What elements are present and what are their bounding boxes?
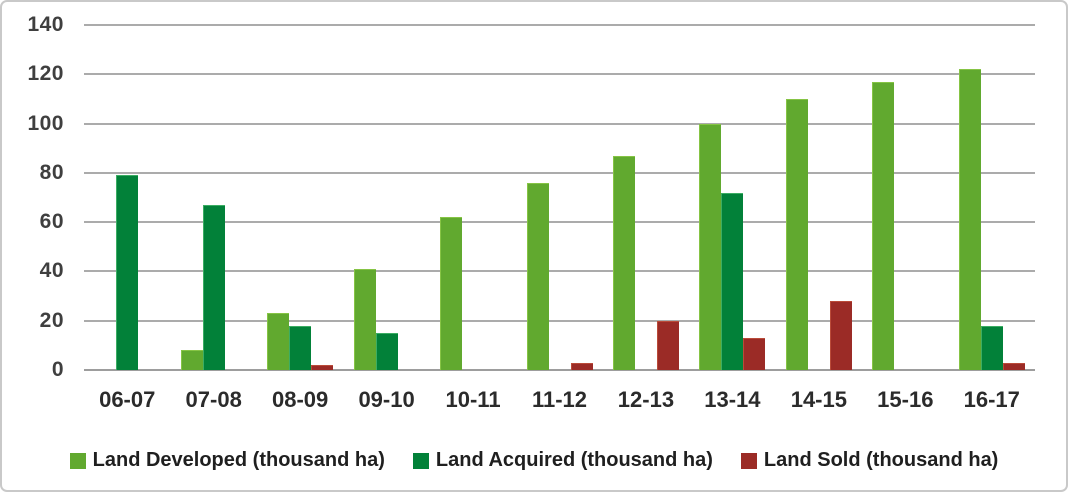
x-axis-category-label: 13-14 <box>704 387 761 412</box>
bar-series3-13-14 <box>743 337 766 370</box>
x-axis-category-label: 08-09 <box>271 387 329 412</box>
legend-item: Land Developed (thousand ha) <box>69 449 385 472</box>
x-axis-category-label: 16-17 <box>963 387 1020 412</box>
bar-series2-06-07 <box>116 175 139 370</box>
legend-swatch-icon <box>69 452 86 469</box>
bar-series2-09-10 <box>375 333 398 370</box>
gridline <box>84 221 1035 224</box>
y-axis-tick-label: 20 <box>39 308 64 332</box>
x-axis-baseline <box>84 369 1035 371</box>
gridline <box>84 24 1035 26</box>
bar-series3-14-15 <box>829 301 852 370</box>
y-axis-tick-label: 60 <box>39 210 64 234</box>
bar-series1-07-08 <box>180 350 203 370</box>
legend-label: Land Acquired (thousand ha) <box>435 449 713 471</box>
bar-series1-10-11 <box>440 217 463 370</box>
x-axis-category-label: 14-15 <box>790 387 847 412</box>
gridline <box>84 319 1035 322</box>
x-axis-category-label: 12-13 <box>617 387 675 412</box>
legend-label: Land Developed (thousand ha) <box>92 449 385 471</box>
bar-series1-08-09 <box>267 313 290 370</box>
bar-series2-08-09 <box>289 325 312 370</box>
bar-series1-16-17 <box>958 69 981 370</box>
x-axis-category-label: 15-16 <box>877 387 934 412</box>
y-axis-tick-label: 40 <box>39 259 64 283</box>
y-axis-tick-label: 80 <box>39 160 64 184</box>
bar-series1-15-16 <box>872 81 895 370</box>
legend-item: Land Acquired (thousand ha) <box>412 449 713 472</box>
y-axis-tick-label: 140 <box>27 13 64 36</box>
bar-series1-09-10 <box>353 268 376 370</box>
legend-swatch-icon <box>740 452 757 469</box>
bar-series3-11-12 <box>570 362 593 370</box>
bar-series1-14-15 <box>785 98 808 370</box>
gridline <box>84 270 1035 273</box>
y-axis-tick-label: 100 <box>27 111 64 135</box>
gridline <box>84 171 1035 174</box>
legend-label: Land Sold (thousand ha) <box>763 449 999 471</box>
x-axis-category-label: 06-07 <box>99 387 156 412</box>
gridline <box>84 122 1035 125</box>
bar-series3-12-13 <box>656 320 679 370</box>
legend-swatch-icon <box>412 452 429 469</box>
y-axis-tick-label: 0 <box>51 358 64 381</box>
bar-series2-13-14 <box>721 192 744 370</box>
x-axis-category-label: 07-08 <box>185 387 242 412</box>
x-axis-category-label: 10-11 <box>445 387 501 412</box>
x-axis-category-label: 09-10 <box>358 387 415 412</box>
bar-series3-16-17 <box>1002 362 1025 370</box>
bar-series3-08-09 <box>311 365 334 370</box>
bar-series2-07-08 <box>202 204 225 370</box>
gridline <box>84 73 1035 76</box>
bar-series1-13-14 <box>699 123 722 370</box>
legend-item: Land Sold (thousand ha) <box>740 449 999 472</box>
bar-series2-16-17 <box>980 325 1003 370</box>
bar-series1-11-12 <box>526 182 549 370</box>
bar-series1-12-13 <box>612 155 635 370</box>
chart-legend: Land Developed (thousand ha) Land Acquire… <box>2 449 1066 472</box>
x-axis-category-label: 11-12 <box>531 387 588 412</box>
y-axis-tick-label: 120 <box>27 62 64 86</box>
